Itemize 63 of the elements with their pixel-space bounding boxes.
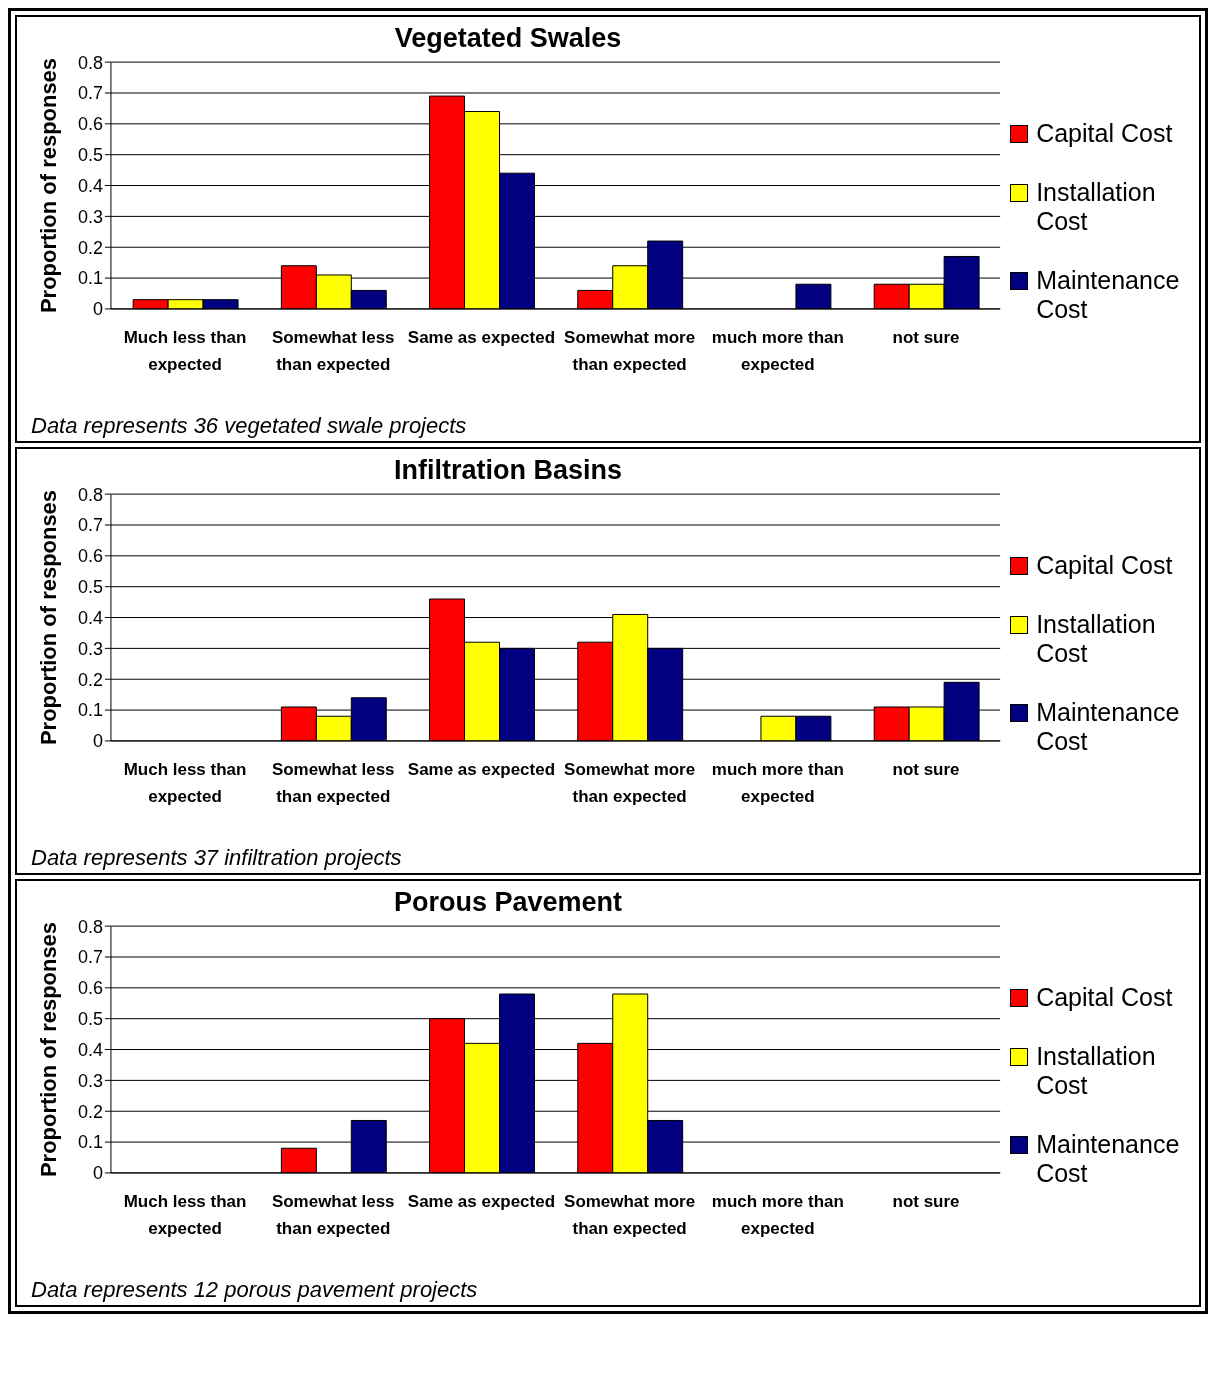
y-tick-label: 0.1	[77, 700, 103, 721]
y-tick-label: 0	[92, 731, 103, 752]
x-tick-label: Much less than expected	[123, 759, 247, 806]
y-tick-label: 0.2	[77, 669, 103, 690]
x-tick-label: Somewhat more than expected	[564, 759, 696, 806]
y-tick-label: 0.7	[77, 947, 103, 968]
x-tick-label: Much less than expected	[123, 1191, 247, 1238]
text: Data represents 37 infiltration projects	[31, 845, 402, 871]
y-tick-label: 0.6	[77, 978, 103, 999]
x-tick-label: much more than expected	[711, 327, 844, 374]
chart-title: Infiltration Basins	[393, 455, 623, 486]
y-axis-title: Proportion of responses	[35, 921, 61, 1178]
legend-label: Maintenance Cost	[1036, 266, 1181, 324]
x-tick-label: Somewhat less than expected	[271, 759, 395, 806]
x-tick-label: Somewhat more than expected	[564, 327, 696, 374]
y-tick-label: 0.2	[77, 1101, 103, 1122]
legend-label: Installation Cost	[1036, 610, 1157, 668]
legend-label: Capital Cost	[1036, 551, 1173, 580]
y-tick-label: 0.3	[77, 1070, 103, 1091]
y-tick-label: 0.3	[77, 206, 103, 227]
y-tick-label: 0.8	[77, 52, 103, 73]
y-tick-label: 0.1	[77, 1132, 103, 1153]
y-tick-label: 0.4	[77, 607, 103, 628]
x-tick-label: Much less than expected	[123, 327, 247, 374]
x-tick-label: much more than expected	[711, 759, 844, 806]
text: Data represents 12 porous pavement projects	[31, 1277, 478, 1303]
y-axis-title: Proportion of responses	[35, 57, 61, 314]
legend-label: Capital Cost	[1036, 983, 1173, 1012]
x-tick-label: not sure	[892, 759, 960, 779]
y-tick-label: 0.4	[77, 175, 103, 196]
y-tick-label: 0.8	[77, 916, 103, 937]
y-tick-label: 0.5	[77, 577, 103, 598]
x-tick-label: Same as expected	[407, 327, 556, 347]
y-tick-label: 0.7	[77, 515, 103, 536]
y-tick-label: 0	[92, 1163, 103, 1184]
legend-label: Maintenance Cost	[1036, 698, 1181, 756]
y-tick-label: 0.6	[77, 114, 103, 135]
legend-label: Maintenance Cost	[1036, 1130, 1181, 1188]
x-tick-label: not sure	[892, 1191, 960, 1211]
x-tick-label: Somewhat less than expected	[271, 1191, 395, 1238]
y-tick-label: 0.3	[77, 638, 103, 659]
x-tick-label: Same as expected	[407, 1191, 556, 1211]
x-tick-label: Somewhat more than expected	[564, 1191, 696, 1238]
y-tick-label: 0.8	[77, 484, 103, 505]
x-tick-label: much more than expected	[711, 1191, 844, 1238]
y-axis-title: Proportion of responses	[35, 489, 61, 746]
x-tick-label: not sure	[892, 327, 960, 347]
y-tick-label: 0.5	[77, 1009, 103, 1030]
legend-label: Installation Cost	[1036, 178, 1157, 236]
y-tick-label: 0.6	[77, 546, 103, 567]
chart-title: Vegetated Swales	[393, 23, 623, 54]
chart-title: Porous Pavement	[392, 887, 624, 918]
y-tick-label: 0.1	[77, 268, 103, 289]
text: Data represents 36 vegetated swale projects	[31, 413, 467, 439]
y-tick-label: 0.2	[77, 237, 103, 258]
y-tick-label: 0.7	[77, 83, 103, 104]
x-tick-label: Same as expected	[407, 759, 556, 779]
x-tick-label: Somewhat less than expected	[271, 327, 395, 374]
y-tick-label: 0.5	[77, 145, 103, 166]
y-tick-label: 0	[92, 299, 103, 320]
legend-label: Capital Cost	[1036, 119, 1173, 148]
y-tick-label: 0.4	[77, 1039, 103, 1060]
legend-label: Installation Cost	[1036, 1042, 1157, 1100]
